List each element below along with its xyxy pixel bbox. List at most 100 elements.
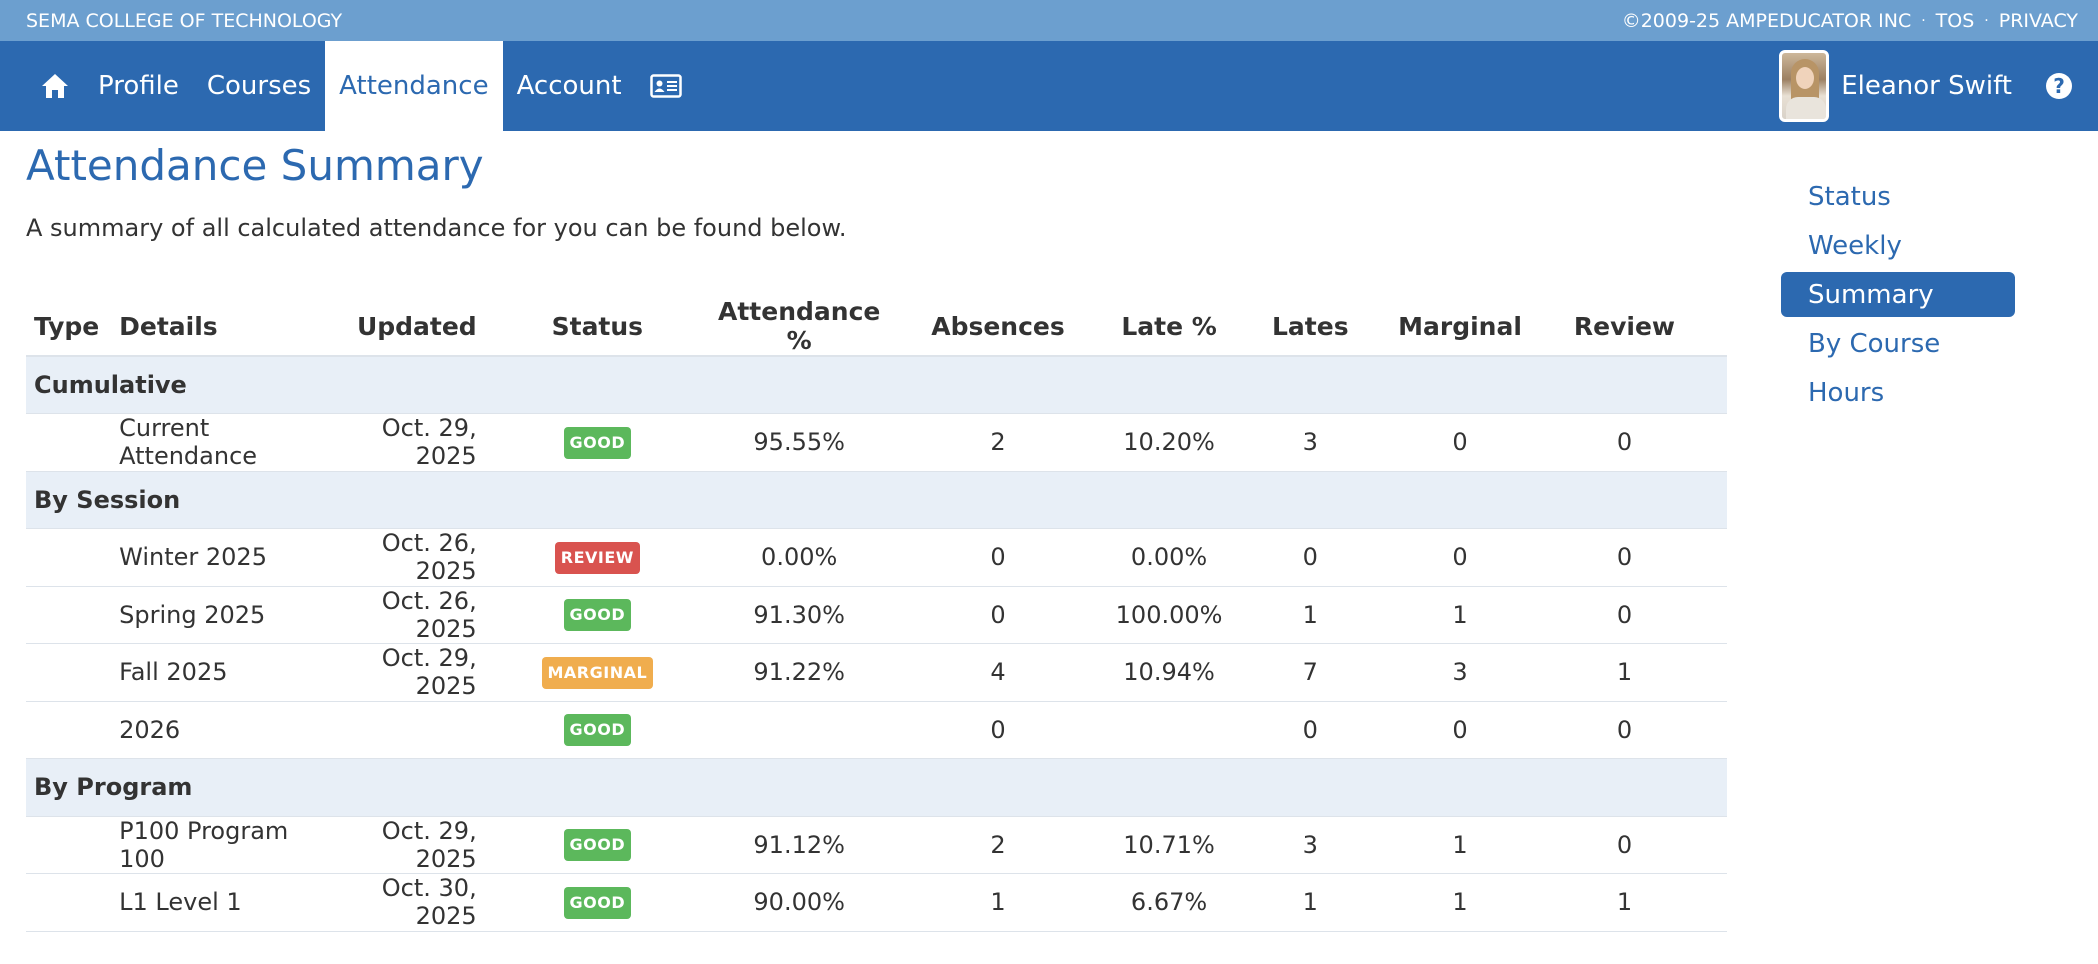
- group-label: By Program: [26, 758, 1727, 817]
- nav-courses[interactable]: Courses: [206, 71, 312, 101]
- nav-profile[interactable]: Profile: [98, 71, 179, 101]
- row-attendance: 0.00%: [718, 528, 881, 587]
- nav-account[interactable]: Account: [516, 71, 622, 101]
- row-attendance: 91.22%: [718, 643, 881, 702]
- page-intro: A summary of all calculated attendance f…: [26, 214, 847, 242]
- row-updated: Oct. 30, 2025: [330, 873, 477, 932]
- row-review: 0: [1521, 586, 1727, 644]
- row-late-pct: 10.20%: [1115, 413, 1223, 472]
- row-absences: 2: [880, 816, 1116, 874]
- row-updated: Oct. 29, 2025: [330, 413, 477, 472]
- col-absences[interactable]: Absences: [880, 297, 1116, 357]
- row-absences: 4: [880, 643, 1116, 702]
- sidenav-weekly[interactable]: Weekly: [1808, 230, 1902, 261]
- col-type[interactable]: Type: [26, 297, 120, 357]
- main-nav: Profile Courses Attendance Account Elean…: [0, 41, 2098, 131]
- school-name: SEMA COLLEGE OF TECHNOLOGY: [26, 9, 343, 32]
- row-details: 2026: [119, 701, 331, 759]
- top-bar: SEMA COLLEGE OF TECHNOLOGY ©2009-25 AMPE…: [0, 0, 2098, 41]
- row-details: Winter 2025: [119, 528, 331, 587]
- row-marginal: 0: [1398, 701, 1522, 759]
- row-lates: 0: [1222, 528, 1399, 587]
- row-late-pct: 6.67%: [1115, 873, 1223, 932]
- row-lates: 0: [1222, 701, 1399, 759]
- row-late-pct: 10.94%: [1115, 643, 1223, 702]
- table-row[interactable]: Fall 2025 Oct. 29, 2025 MARGINAL 91.22% …: [26, 643, 1727, 702]
- table-header-row: Type Details Updated Status Attendance %…: [26, 297, 1727, 357]
- avatar[interactable]: [1779, 50, 1830, 122]
- separator: ·: [1984, 12, 1989, 29]
- row-late-pct: 10.71%: [1115, 816, 1223, 874]
- id-card-button[interactable]: [636, 41, 696, 131]
- copyright-text: ©2009-25 AMPEDUCATOR INC: [1621, 9, 1912, 32]
- row-details: Current Attendance: [119, 413, 331, 472]
- row-lates: 3: [1222, 413, 1399, 472]
- row-review: 0: [1521, 413, 1727, 472]
- nav-attendance[interactable]: Attendance: [325, 41, 503, 131]
- row-absences: 0: [880, 586, 1116, 644]
- row-marginal: 1: [1398, 586, 1522, 644]
- separator: ·: [1921, 12, 1926, 29]
- row-updated: Oct. 29, 2025: [330, 816, 477, 874]
- row-late-pct: [1115, 701, 1223, 759]
- row-absences: 1: [880, 873, 1116, 932]
- row-updated: Oct. 26, 2025: [330, 586, 477, 644]
- row-review: 0: [1521, 701, 1727, 759]
- home-button[interactable]: [26, 41, 84, 131]
- row-updated: Oct. 26, 2025: [330, 528, 477, 587]
- row-attendance: [718, 701, 881, 759]
- row-absences: 0: [880, 701, 1116, 759]
- row-late-pct: 0.00%: [1115, 528, 1223, 587]
- group-row-by-program: By Program: [26, 758, 1727, 817]
- table-row[interactable]: 2026 GOOD 0 0 0 0: [26, 701, 1727, 759]
- status-badge: GOOD: [563, 426, 632, 459]
- row-attendance: 91.30%: [718, 586, 881, 644]
- table-row[interactable]: Current Attendance Oct. 29, 2025 GOOD 95…: [26, 413, 1727, 472]
- page-title: Attendance Summary: [26, 141, 484, 190]
- col-status[interactable]: Status: [476, 297, 718, 357]
- row-details: Spring 2025: [119, 586, 331, 644]
- tos-link[interactable]: TOS: [1935, 9, 1975, 32]
- row-review: 0: [1521, 528, 1727, 587]
- status-badge: GOOD: [563, 714, 632, 747]
- row-review: 0: [1521, 816, 1727, 874]
- row-lates: 3: [1222, 816, 1399, 874]
- user-name[interactable]: Eleanor Swift: [1841, 71, 2012, 101]
- status-badge: GOOD: [563, 886, 632, 919]
- col-review[interactable]: Review: [1521, 297, 1727, 357]
- table-row[interactable]: P100 Program 100 Oct. 29, 2025 GOOD 91.1…: [26, 816, 1727, 874]
- row-attendance: 91.12%: [718, 816, 881, 874]
- row-attendance: 90.00%: [718, 873, 881, 932]
- table-row[interactable]: L1 Level 1 Oct. 30, 2025 GOOD 90.00% 1 6…: [26, 873, 1727, 932]
- col-lates[interactable]: Lates: [1222, 297, 1399, 357]
- side-nav: Status Weekly Summary By Course Hours: [1781, 174, 2015, 419]
- privacy-link[interactable]: PRIVACY: [1998, 9, 2078, 32]
- col-attendance[interactable]: Attendance %: [718, 297, 881, 357]
- status-badge: GOOD: [563, 599, 632, 632]
- table-row[interactable]: Spring 2025 Oct. 26, 2025 GOOD 91.30% 0 …: [26, 586, 1727, 644]
- row-details: L1 Level 1: [119, 873, 331, 932]
- group-row-by-session: By Session: [26, 471, 1727, 529]
- col-updated[interactable]: Updated: [330, 297, 477, 357]
- id-card-icon: [649, 74, 682, 98]
- sidenav-by-course[interactable]: By Course: [1808, 328, 1941, 359]
- group-label: Cumulative: [26, 356, 1727, 414]
- row-marginal: 1: [1398, 873, 1522, 932]
- col-late-pct[interactable]: Late %: [1115, 297, 1223, 357]
- col-details[interactable]: Details: [119, 297, 331, 357]
- sidenav-status[interactable]: Status: [1808, 181, 1891, 212]
- home-icon: [42, 74, 68, 98]
- sidenav-hours[interactable]: Hours: [1808, 377, 1885, 408]
- status-badge: GOOD: [563, 829, 632, 862]
- help-icon[interactable]: ?: [2046, 73, 2072, 99]
- row-marginal: 0: [1398, 528, 1522, 587]
- row-updated: Oct. 29, 2025: [330, 643, 477, 702]
- row-lates: 7: [1222, 643, 1399, 702]
- row-marginal: 1: [1398, 816, 1522, 874]
- sidenav-summary[interactable]: Summary: [1781, 272, 2015, 317]
- group-label: By Session: [26, 471, 1727, 529]
- table-row[interactable]: Winter 2025 Oct. 26, 2025 REVIEW 0.00% 0…: [26, 528, 1727, 587]
- col-marginal[interactable]: Marginal: [1398, 297, 1522, 357]
- attendance-table: Type Details Updated Status Attendance %…: [26, 297, 1727, 932]
- row-attendance: 95.55%: [718, 413, 881, 472]
